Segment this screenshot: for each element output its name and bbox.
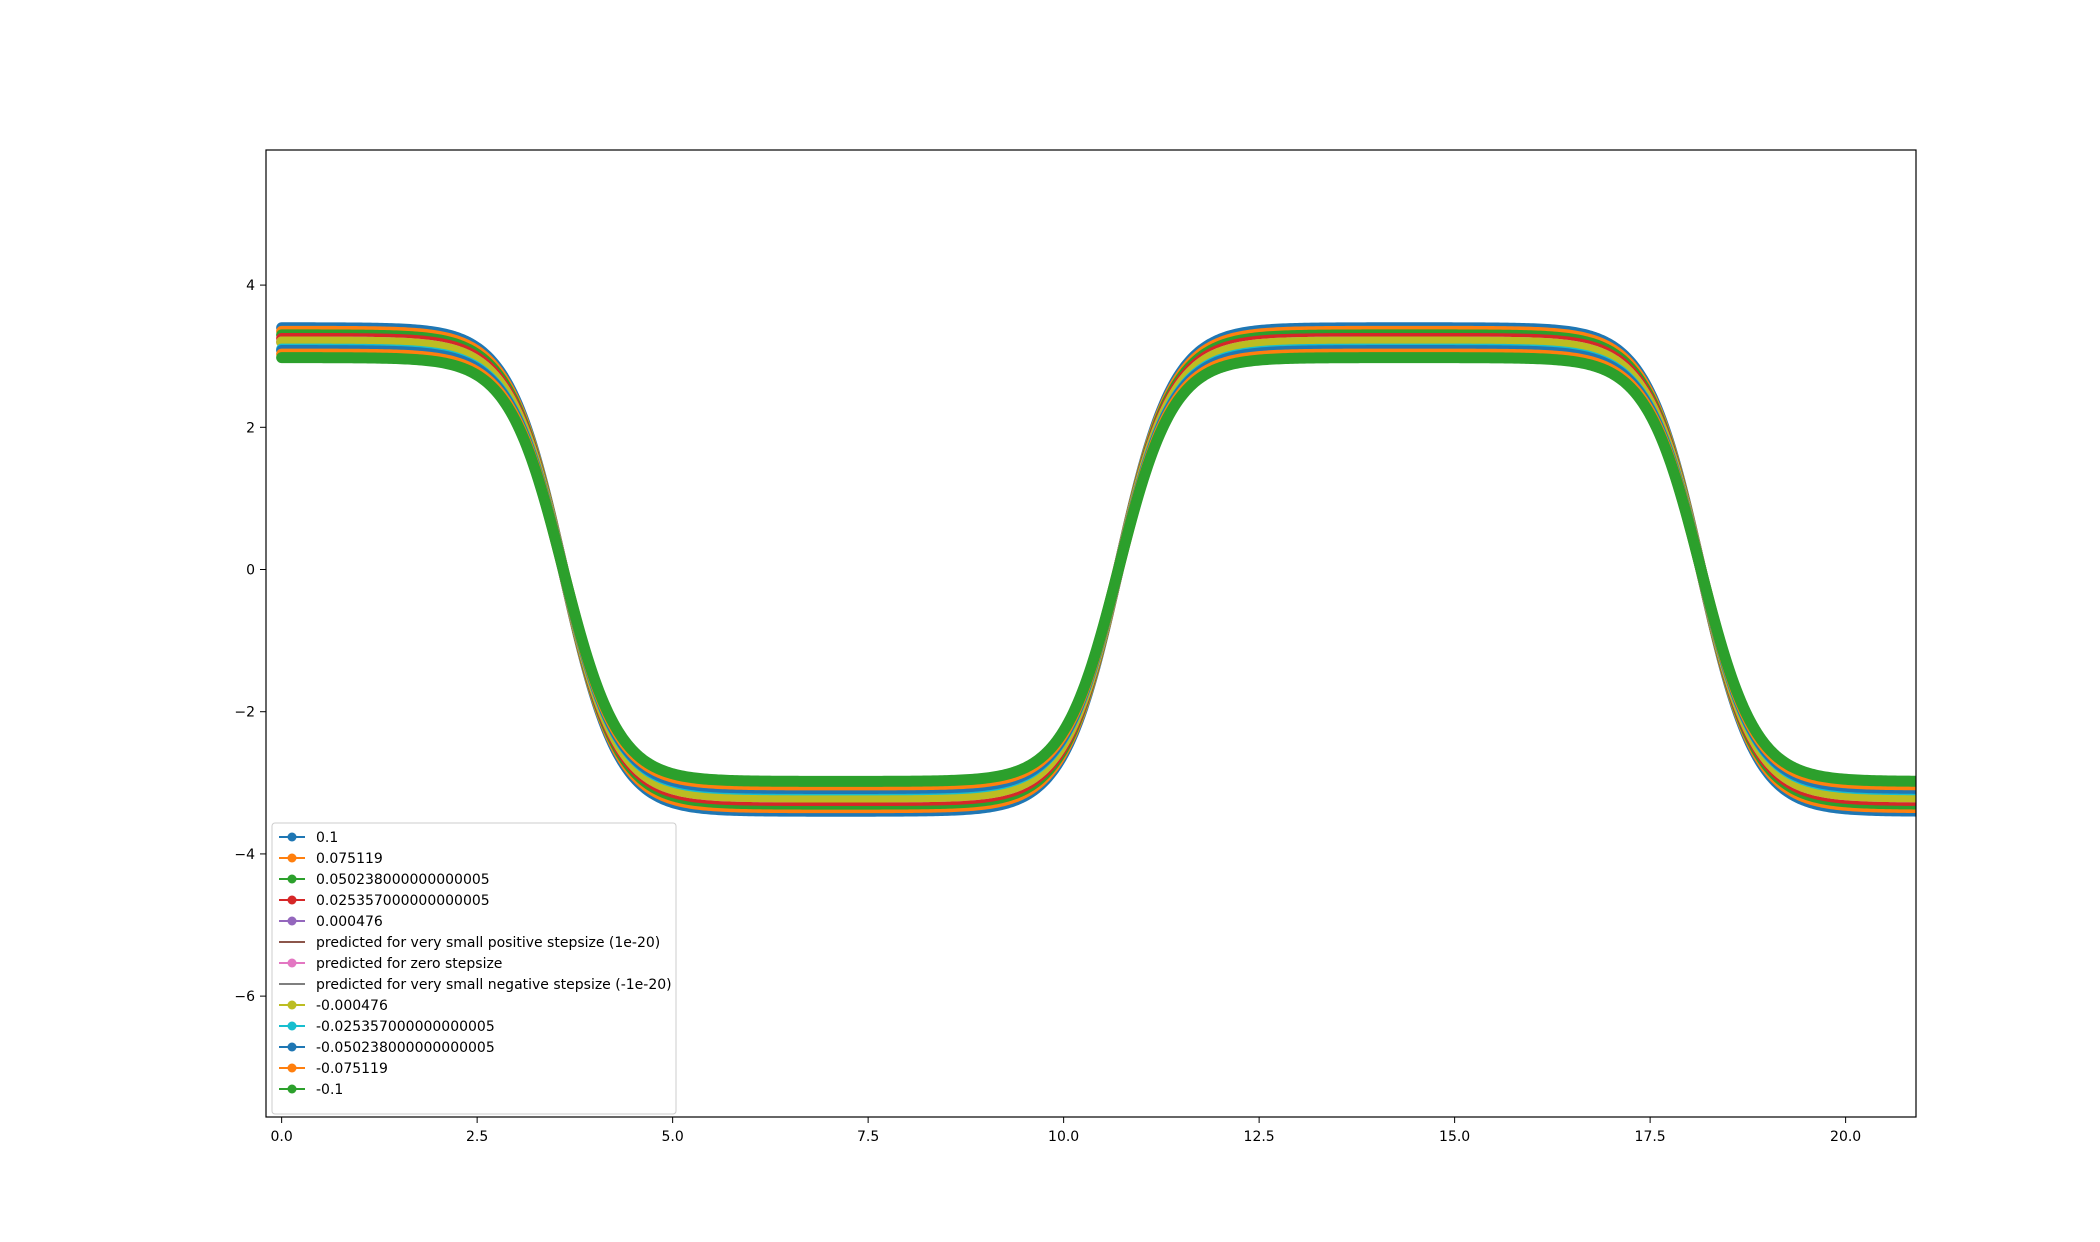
y-tick-label: −4: [234, 847, 255, 863]
x-tick-label: 12.5: [1244, 1129, 1275, 1145]
legend-entry: 0.050238000000000005: [279, 872, 490, 888]
series-layer: [276, 322, 1916, 817]
legend-entry: -0.075119: [279, 1061, 388, 1077]
legend-entry: -0.025357000000000005: [279, 1019, 495, 1035]
legend-label: -0.075119: [316, 1061, 388, 1077]
x-axis: 0.0 2.5 5.0 7.5 10.0 12.5 15.0 17.5 20.0: [271, 1117, 1861, 1145]
y-tick-label: 0: [246, 563, 255, 579]
legend-entry: 0.075119: [279, 851, 383, 867]
series-line: [281, 356, 1916, 783]
x-tick-label: 17.5: [1635, 1129, 1666, 1145]
legend-swatch-marker: [287, 1042, 297, 1052]
y-axis: 4 2 0 −2 −4 −6: [234, 278, 266, 1005]
legend-swatch-marker: [287, 874, 297, 884]
legend-label: predicted for zero stepsize: [316, 956, 502, 972]
legend-entry: 0.1: [279, 830, 338, 846]
legend-label: -0.000476: [316, 998, 388, 1014]
x-tick-label: 2.5: [466, 1129, 488, 1145]
legend-label: 0.075119: [316, 851, 383, 867]
y-tick-label: 4: [246, 278, 255, 294]
legend-label: -0.050238000000000005: [316, 1040, 495, 1056]
x-tick-label: 5.0: [662, 1129, 684, 1145]
legend-entry: predicted for very small positive stepsi…: [279, 935, 660, 951]
legend-label: 0.050238000000000005: [316, 872, 490, 888]
legend-label: -0.1: [316, 1082, 343, 1098]
x-tick-label: 15.0: [1439, 1129, 1470, 1145]
legend: 0.1 0.075119 0.050238000000000005 0.0253570…: [271, 822, 677, 1115]
legend-entry: 0.025357000000000005: [279, 893, 490, 909]
legend-swatch-marker: [287, 1084, 297, 1094]
legend-swatch-marker: [287, 1063, 297, 1073]
legend-swatch-marker: [287, 853, 297, 863]
x-tick-label: 20.0: [1830, 1129, 1861, 1145]
legend-entry: -0.1: [279, 1082, 343, 1098]
legend-label: predicted for very small negative stepsi…: [316, 977, 672, 993]
legend-swatch-marker: [287, 832, 297, 842]
legend-label: 0.025357000000000005: [316, 893, 490, 909]
legend-entry: 0.000476: [279, 914, 383, 930]
legend-swatch-marker: [287, 958, 297, 968]
y-tick-label: −2: [234, 705, 255, 721]
legend-label: -0.025357000000000005: [316, 1019, 495, 1035]
legend-box: [271, 822, 677, 1115]
legend-swatch-marker: [287, 1021, 297, 1031]
y-tick-label: −6: [234, 989, 255, 1005]
legend-label: 0.1: [316, 830, 338, 846]
legend-entry: -0.050238000000000005: [279, 1040, 495, 1056]
legend-label: 0.000476: [316, 914, 383, 930]
legend-entry: predicted for very small negative stepsi…: [279, 977, 672, 993]
legend-entry: predicted for zero stepsize: [279, 956, 502, 972]
plot-frame: [265, 149, 1917, 1118]
x-tick-label: 7.5: [857, 1129, 879, 1145]
legend-swatch-marker: [287, 895, 297, 905]
legend-swatch-marker: [287, 1000, 297, 1010]
y-tick-label: 2: [246, 420, 255, 436]
legend-swatch-marker: [287, 916, 297, 926]
legend-label: predicted for very small positive stepsi…: [316, 935, 660, 951]
x-tick-label: 0.0: [271, 1129, 293, 1145]
legend-entry: -0.000476: [279, 998, 388, 1014]
series-13: [276, 352, 1916, 787]
x-tick-label: 10.0: [1048, 1129, 1079, 1145]
